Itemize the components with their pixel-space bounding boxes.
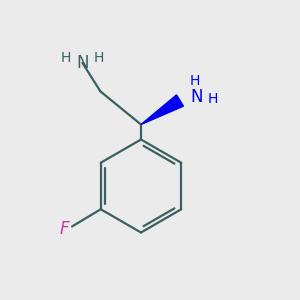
Text: H: H <box>208 92 218 106</box>
Polygon shape <box>141 95 184 124</box>
Text: F: F <box>60 220 69 238</box>
Text: N: N <box>76 54 89 72</box>
Text: H: H <box>190 74 200 88</box>
Text: N: N <box>190 88 203 106</box>
Text: H: H <box>94 52 104 65</box>
Text: H: H <box>61 52 71 65</box>
